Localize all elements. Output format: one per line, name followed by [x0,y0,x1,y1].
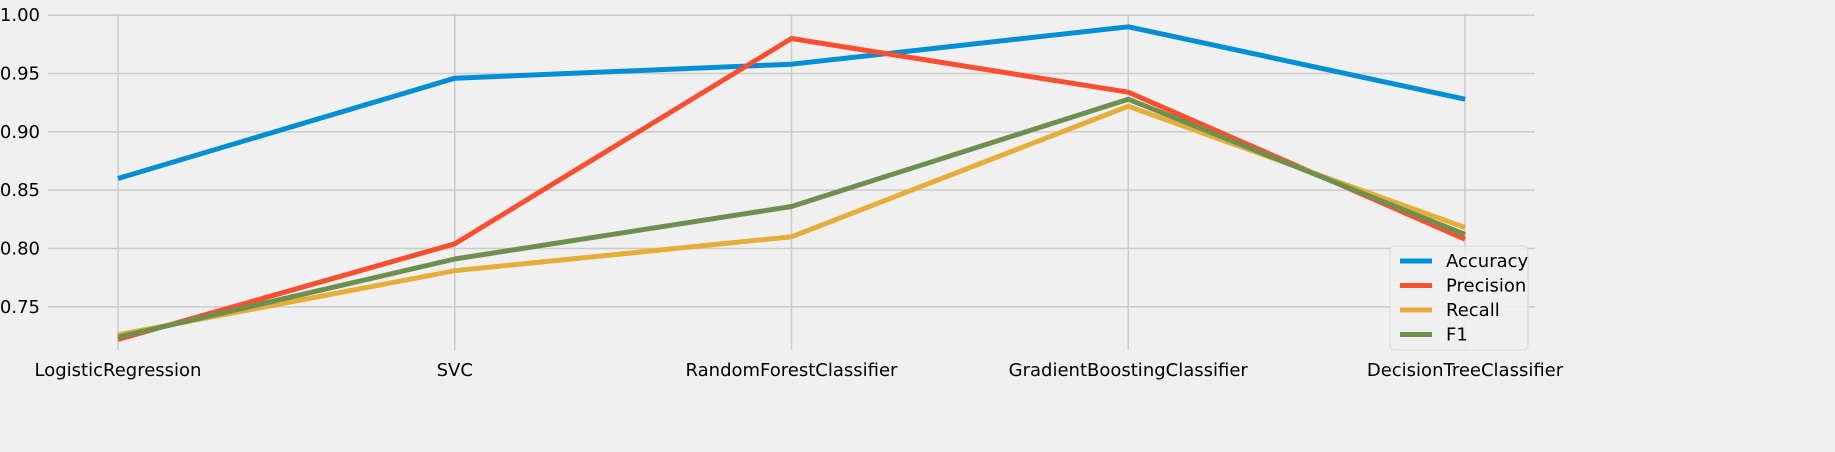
x-tick-label: GradientBoostingClassifier [1009,360,1249,381]
y-tick-label: 0.80 [0,239,40,260]
x-axis: LogisticRegression SVC RandomForestClassif… [35,360,1564,381]
legend-label-f1: F1 [1446,325,1468,346]
legend-label-precision: Precision [1446,276,1526,297]
y-tick-label: 0.75 [0,297,40,318]
x-tick-label: SVC [437,360,473,381]
series-line-precision [117,36,1467,342]
y-tick-label: 0.85 [0,180,40,201]
legend-box [1389,245,1529,351]
x-tick-label: DecisionTreeClassifier [1367,360,1564,381]
series-line-f1 [117,96,1466,340]
series-lines [117,24,1467,342]
grid [48,14,1535,350]
legend-label-accuracy: Accuracy [1446,251,1529,272]
y-tick-label: 0.90 [0,122,40,143]
y-tick-label: 0.95 [0,64,40,85]
series-line-accuracy [117,24,1466,181]
legend: Accuracy Precision Recall F1 [1389,245,1529,351]
legend-label-recall: Recall [1446,300,1500,321]
y-axis: 0.75 0.80 0.85 0.90 0.95 1.00 [0,5,40,318]
x-tick-label: RandomForestClassifier [686,360,899,381]
x-tick-label: LogisticRegression [35,360,202,381]
y-tick-label: 1.00 [0,5,40,26]
